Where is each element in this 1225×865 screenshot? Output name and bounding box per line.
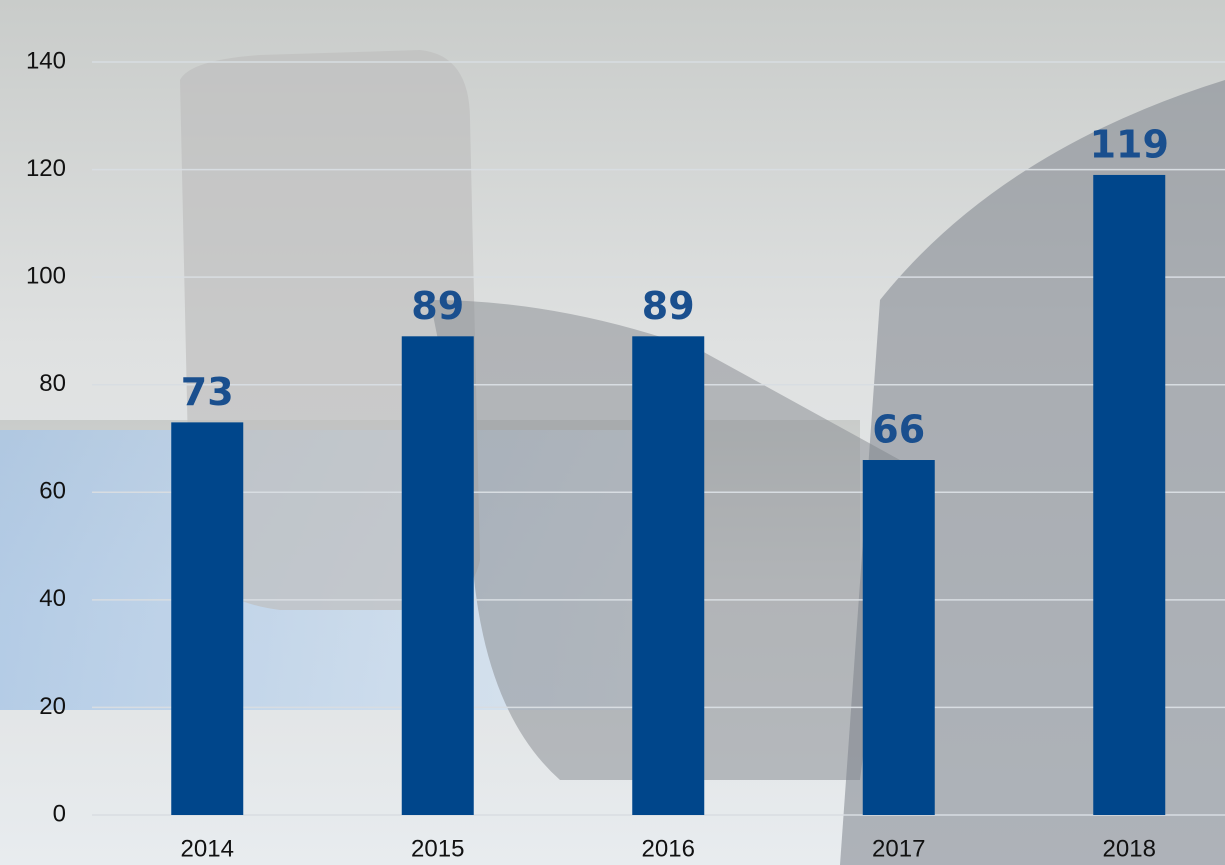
x-tick-label: 2018 [1103, 835, 1156, 862]
bar [1093, 175, 1165, 815]
value-label: 119 [1090, 122, 1169, 166]
page: 0 20 40 60 80 100 120 140 2014 73 2015 89 2016 89 2017… [0, 0, 1225, 865]
x-tick-label: 2014 [181, 835, 234, 862]
bar [171, 422, 243, 815]
chart: 0 20 40 60 80 100 120 140 2014 73 2015 89 2016 89 2017… [0, 0, 1225, 865]
y-tick-label: 0 [53, 800, 66, 827]
y-tick-label: 40 [39, 585, 66, 612]
y-tick-label: 60 [39, 478, 66, 505]
bar [863, 460, 935, 815]
bar [632, 336, 704, 815]
x-tick-label: 2015 [411, 835, 464, 862]
x-tick-label: 2016 [642, 835, 695, 862]
value-label: 66 [872, 408, 925, 452]
y-tick-label: 120 [26, 155, 66, 182]
bar [402, 336, 474, 815]
y-tick-label: 80 [39, 370, 66, 397]
y-tick-label: 20 [39, 693, 66, 720]
y-tick-label: 100 [26, 262, 66, 289]
value-label: 89 [642, 284, 695, 328]
y-tick-label: 140 [26, 47, 66, 74]
value-label: 73 [181, 370, 234, 414]
x-tick-label: 2017 [872, 835, 925, 862]
value-label: 89 [411, 284, 464, 328]
